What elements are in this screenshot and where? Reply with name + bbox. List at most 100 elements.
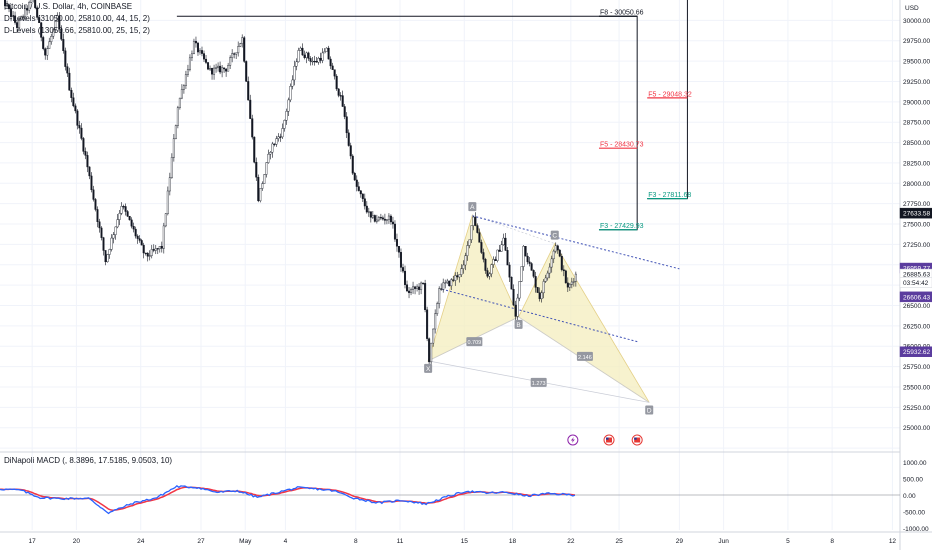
macd-legend[interactable]: DiNapoli MACD (, 8.3896, 17.5185, 9.0503… xyxy=(4,456,173,465)
candle-body xyxy=(492,259,495,265)
candle-body xyxy=(381,217,384,220)
candle-body xyxy=(387,215,390,220)
candle-body xyxy=(54,21,57,30)
point-label-b: B xyxy=(516,322,520,329)
candle-body xyxy=(395,239,398,247)
candle-body xyxy=(566,282,569,288)
candle-body xyxy=(512,288,515,306)
lightning-icon xyxy=(567,434,579,446)
candle-body xyxy=(30,0,33,3)
candle-body xyxy=(249,99,252,119)
price-tick-label: 29000.00 xyxy=(903,99,930,106)
candle-body xyxy=(379,217,382,219)
candle-body xyxy=(132,226,135,230)
level-label: F5 - 29048.32 xyxy=(648,91,692,98)
candle-body xyxy=(550,258,553,268)
candle-body xyxy=(301,47,304,56)
candle-body xyxy=(62,39,65,52)
candle-body xyxy=(305,52,308,58)
time-tick-label: 25 xyxy=(615,538,623,545)
candle-body xyxy=(568,284,571,288)
candle-body xyxy=(231,53,234,58)
candle-body xyxy=(281,128,284,138)
candle-body xyxy=(269,152,272,155)
candle-body xyxy=(42,37,45,49)
candle-body xyxy=(283,120,286,129)
candle-body xyxy=(538,292,541,300)
level-label: F3 - 27429.93 xyxy=(600,223,644,230)
candle-body xyxy=(458,274,461,278)
candle-body xyxy=(124,206,127,212)
candle-body xyxy=(347,132,350,146)
macd-tick-label: 1000.00 xyxy=(903,460,927,467)
candle-body xyxy=(160,246,163,249)
candle-body xyxy=(514,304,517,317)
ratio-box xyxy=(466,337,483,347)
candle-body xyxy=(209,68,212,70)
d-levels: F8 - 30050.66 F5 - 29048.32 F5 - 28430.73 F… xyxy=(176,0,692,231)
candle-body xyxy=(74,105,77,112)
candle-body xyxy=(486,270,489,277)
price-badge-label: 26606.43 xyxy=(903,294,930,301)
candle-body xyxy=(56,15,59,22)
candle-body xyxy=(414,286,417,289)
candle-body xyxy=(351,155,354,174)
price-tick-label: 27250.00 xyxy=(903,242,930,249)
candle-body xyxy=(40,22,43,38)
price-badge-label: 25932.62 xyxy=(903,349,930,356)
candle-body xyxy=(154,248,157,251)
candle-body xyxy=(570,281,573,285)
candle-body xyxy=(247,81,250,101)
candle-body xyxy=(450,279,453,287)
indicator-d-levels-2[interactable]: D-Levels (13050.66, 25810.00, 25, 15, 2) xyxy=(4,26,150,35)
candle-body xyxy=(80,127,83,139)
candle-body xyxy=(166,190,169,214)
candle-body xyxy=(4,0,7,7)
price-badge-label: 27633.58 xyxy=(903,211,930,218)
candle-body xyxy=(156,248,159,250)
candle-body xyxy=(273,143,276,145)
candle-body xyxy=(476,225,479,233)
candle-body xyxy=(72,97,75,107)
candle-body xyxy=(560,255,563,270)
candle-body xyxy=(383,218,386,221)
candle-body xyxy=(70,90,73,98)
candle-body xyxy=(86,155,89,168)
candle-body xyxy=(182,85,185,90)
candle-body xyxy=(50,36,53,43)
candle-body xyxy=(574,273,577,282)
price-axis[interactable]: USD 30000.00 29750.00 29500.00 29250.00 29000… xyxy=(903,5,930,432)
candle-body xyxy=(200,50,203,54)
candle-body xyxy=(341,95,344,107)
candle-body xyxy=(299,47,302,51)
indicator-d-levels-1[interactable]: D-Levels (31050.00, 25810.00, 44, 15, 2) xyxy=(4,14,150,23)
candle-body xyxy=(402,267,405,272)
candlesticks xyxy=(4,0,577,366)
time-tick-label: 12 xyxy=(889,538,897,545)
candle-body xyxy=(472,216,475,226)
candle-body xyxy=(397,246,400,253)
candle-body xyxy=(428,338,431,363)
time-tick-label: May xyxy=(239,538,252,545)
time-axis[interactable]: 17 20 24 27 May 4 8 11 15 18 22 25 29 Jun 5 8 12 xyxy=(29,538,897,545)
candle-body xyxy=(399,252,402,268)
candle-body xyxy=(462,264,465,269)
candle-body xyxy=(422,282,425,284)
symbol-title[interactable]: Bitcoin / U.S. Dollar, 4h, COINBASE xyxy=(4,2,133,11)
candle-body xyxy=(267,153,270,163)
candle-body xyxy=(90,175,93,191)
candle-body xyxy=(84,151,87,156)
candle-body xyxy=(412,286,415,290)
candle-body xyxy=(12,15,15,17)
candle-body xyxy=(478,232,481,243)
ratio-box xyxy=(530,377,547,387)
candle-body xyxy=(319,57,322,61)
candle-body xyxy=(136,235,139,239)
candle-body xyxy=(251,118,254,138)
ratio-label: 1.273 xyxy=(532,381,546,387)
candle-body xyxy=(313,60,316,63)
candle-body xyxy=(198,50,201,53)
candle-body xyxy=(307,52,310,59)
candle-body xyxy=(196,42,199,53)
